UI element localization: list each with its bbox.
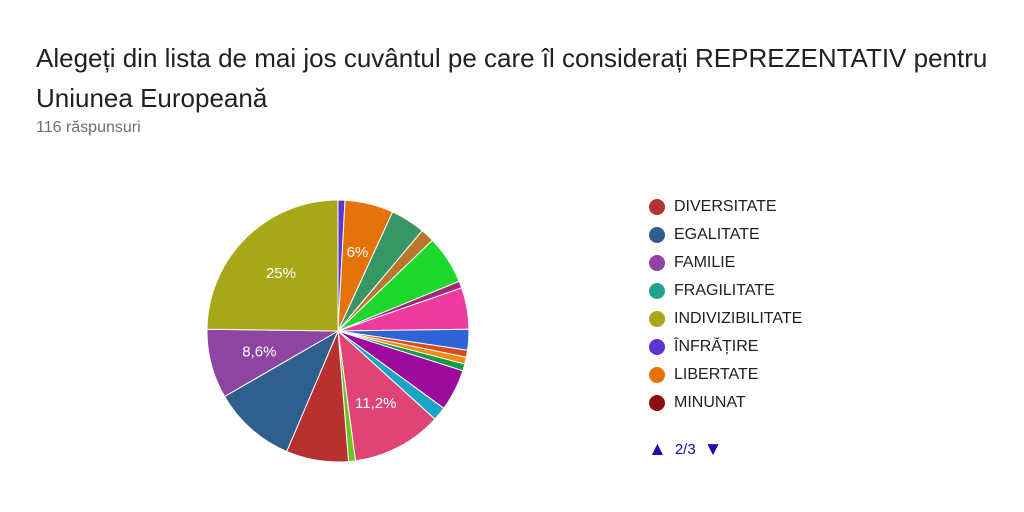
legend-swatch [649, 283, 665, 299]
legend-label: FRAGILITATE [674, 282, 775, 299]
legend-label: DIVERSITATE [674, 198, 777, 215]
legend-label: MINUNAT [674, 394, 746, 411]
legend-page-indicator: 2/3 [674, 441, 696, 458]
legend-item-minunat[interactable]: MINUNAT [649, 389, 802, 417]
pie-slice-18[interactable] [206, 199, 339, 332]
response-count: 116 răspunsuri [36, 119, 141, 136]
legend-swatch [649, 395, 665, 411]
legend-swatch [649, 199, 665, 215]
slice-label: 8,6% [242, 343, 276, 360]
pie-slice-16[interactable] [223, 329, 340, 453]
legend-swatch [649, 311, 665, 327]
chart-legend: DIVERSITATE EGALITATE FAMILIE FRAGILITAT… [649, 193, 802, 417]
legend-label: ÎNFRĂȚIRE [674, 338, 759, 355]
legend-label: EGALITATE [674, 226, 760, 243]
legend-item-infratire[interactable]: ÎNFRĂȚIRE [649, 333, 802, 361]
slice-label: 6% [347, 244, 369, 261]
pie-chart: 6% 11,2% 8,6% 25% [206, 199, 470, 463]
legend-swatch [649, 255, 665, 271]
legend-swatch [649, 227, 665, 243]
legend-pager: ▲ 2/3 ▼ [648, 440, 722, 459]
legend-item-indivizibilitate[interactable]: INDIVIZIBILITATE [649, 305, 802, 333]
legend-item-diversitate[interactable]: DIVERSITATE [649, 193, 802, 221]
legend-label: LIBERTATE [674, 366, 759, 383]
legend-item-familie[interactable]: FAMILIE [649, 249, 802, 277]
pie-slice-13[interactable] [337, 329, 436, 462]
legend-swatch [649, 367, 665, 383]
legend-item-egalitate[interactable]: EGALITATE [649, 221, 802, 249]
legend-item-libertate[interactable]: LIBERTATE [649, 361, 802, 389]
slice-label: 25% [266, 265, 296, 282]
down-arrow-icon[interactable]: ▼ [703, 439, 723, 460]
legend-item-fragilitate[interactable]: FRAGILITATE [649, 277, 802, 305]
slice-label: 11,2% [355, 395, 396, 412]
up-arrow-icon[interactable]: ▲ [648, 439, 667, 460]
legend-label: INDIVIZIBILITATE [674, 310, 803, 327]
legend-label: FAMILIE [674, 254, 736, 271]
legend-swatch [649, 339, 665, 355]
question-title: Alegeți din lista de mai jos cuvântul pe… [36, 43, 988, 113]
